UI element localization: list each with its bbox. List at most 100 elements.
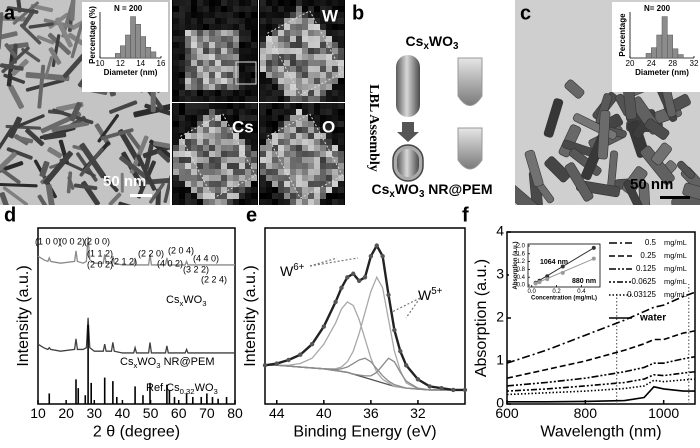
map-pixel	[215, 24, 221, 30]
map-pixel	[239, 6, 245, 12]
map-pixel	[191, 66, 197, 72]
x-tick-label: 70	[199, 405, 215, 421]
map-pixel	[221, 103, 227, 109]
map-pixel	[296, 6, 302, 12]
map-pixel	[326, 54, 332, 60]
map-pixel	[221, 145, 227, 151]
map-pixel	[245, 163, 251, 169]
map-pixel	[191, 0, 197, 6]
map-pixel	[209, 78, 215, 84]
map-pixel	[173, 103, 179, 109]
map-pixel	[308, 72, 314, 78]
map-pixel	[179, 103, 185, 109]
map-pixel	[209, 145, 215, 151]
map-pixel	[302, 0, 308, 6]
map-pixel	[290, 133, 296, 139]
data-point	[451, 387, 456, 393]
y-tick-label: 1.2	[517, 259, 526, 265]
map-pixel	[203, 193, 209, 199]
map-pixel	[233, 187, 239, 193]
legend-label: 0.03125	[627, 290, 656, 299]
map-pixel	[278, 151, 284, 157]
map-pixel	[338, 84, 344, 90]
map-pixel	[179, 12, 185, 18]
map-pixel	[284, 115, 290, 121]
map-pixel	[245, 66, 251, 72]
nanorod	[6, 6, 39, 14]
map-pixel	[233, 6, 239, 12]
map-pixel	[278, 6, 284, 12]
map-pixel	[320, 103, 326, 109]
map-pixel	[290, 139, 296, 145]
panel-letter: b	[352, 2, 364, 24]
map-pixel	[245, 193, 251, 199]
map-pixel	[179, 66, 185, 72]
map-pixel	[239, 96, 245, 102]
map-pixel	[332, 139, 338, 145]
map-pixel	[191, 6, 197, 12]
map-pixel	[302, 109, 308, 115]
map-pixel	[209, 54, 215, 60]
map-pixel	[326, 6, 332, 12]
map-pixel	[251, 0, 257, 6]
y-tick-label: 2	[496, 309, 504, 325]
map-pixel	[260, 109, 266, 115]
nanorod	[136, 154, 157, 191]
map-pixel	[284, 103, 290, 109]
map-pixel	[233, 90, 239, 96]
map-pixel	[197, 60, 203, 66]
map-pixel	[338, 109, 344, 115]
map-pixel	[260, 6, 266, 12]
map-pixel	[260, 157, 266, 163]
map-pixel	[251, 96, 257, 102]
map-pixel	[203, 90, 209, 96]
map-pixel	[191, 175, 197, 181]
data-point	[298, 352, 303, 357]
data-point	[274, 361, 279, 366]
nanorod	[67, 176, 75, 190]
map-pixel	[314, 139, 320, 145]
peak-label: (2 2 0)	[138, 248, 164, 258]
map-pixel	[326, 127, 332, 133]
map-pixel	[266, 0, 272, 6]
nanorod	[70, 23, 84, 59]
nanorod	[0, 63, 24, 71]
map-pixel	[302, 48, 308, 54]
map-pixel	[239, 193, 245, 199]
map-pixel	[203, 48, 209, 54]
text-part: W	[280, 263, 294, 279]
map-pixel	[302, 121, 308, 127]
peak-label: (4 0 2)	[157, 258, 183, 268]
nanorod	[1, 46, 30, 74]
map-pixel	[260, 163, 266, 169]
map-pixel	[284, 187, 290, 193]
map-pixel	[326, 193, 332, 199]
map-pixel	[215, 18, 221, 24]
map-pixel	[185, 115, 191, 121]
map-pixel	[173, 72, 179, 78]
subscript: x	[423, 41, 429, 52]
map-pixel	[272, 90, 278, 96]
map-pixel	[284, 96, 290, 102]
subscript: 3	[419, 189, 425, 200]
map-pixel	[185, 127, 191, 133]
map-pixel	[215, 30, 221, 36]
map-pixel	[185, 18, 191, 24]
map-pixel	[308, 78, 314, 84]
map-pixel	[209, 84, 215, 90]
data-point	[262, 363, 268, 368]
map-pixel	[308, 36, 314, 42]
nanorod	[28, 22, 54, 29]
map-pixel	[290, 121, 296, 127]
map-pixel	[290, 96, 296, 102]
map-pixel	[320, 133, 326, 139]
nanorod	[8, 116, 23, 139]
map-pixel	[296, 0, 302, 6]
text-part: Ref.Cs	[146, 382, 180, 394]
map-pixel	[302, 115, 308, 121]
map-pixel	[302, 12, 308, 18]
map-pixel	[338, 90, 344, 96]
panel-letter: d	[4, 204, 16, 226]
map-pixel	[239, 12, 245, 18]
map-pixel	[191, 84, 197, 90]
